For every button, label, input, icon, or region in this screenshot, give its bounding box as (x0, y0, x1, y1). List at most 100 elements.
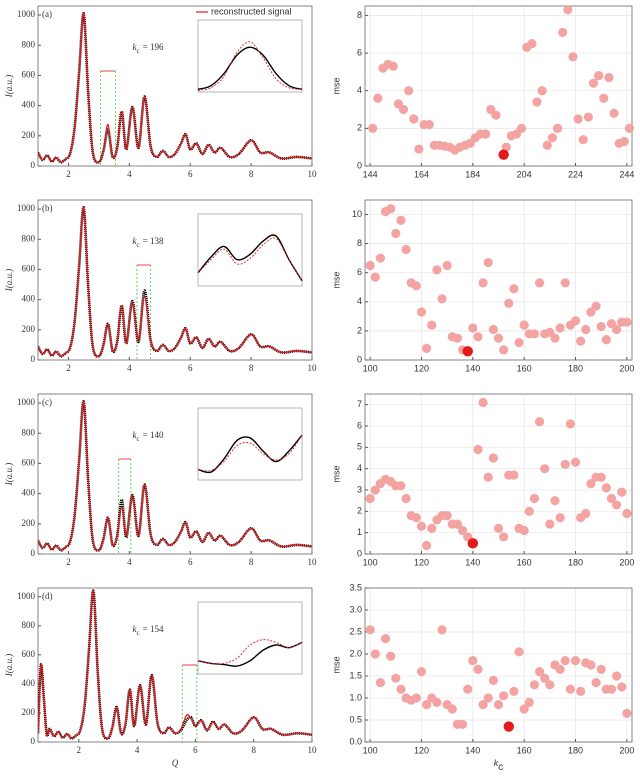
inset-line (197, 41, 303, 91)
point (442, 260, 452, 271)
y-tick-label: 0 (31, 736, 36, 746)
point (622, 508, 632, 519)
point (427, 320, 437, 330)
y-tick-label: 1 (357, 527, 362, 537)
y-axis-label: mse (331, 656, 341, 673)
x-tick-label: 200 (619, 363, 634, 373)
point (517, 123, 527, 133)
text: = 196 (143, 42, 164, 52)
point (388, 61, 398, 71)
reconstructed-line (38, 206, 312, 358)
plot-frame (364, 587, 633, 743)
point (550, 333, 560, 343)
inset-line (197, 46, 303, 91)
point (604, 72, 614, 83)
x-tick-label: 204 (517, 169, 532, 179)
y-tick-label: 1.0 (349, 692, 362, 702)
x-tick-label: 144 (363, 169, 378, 179)
x-tick-label: 4 (127, 557, 132, 567)
spectrum-panel: 0 200 400 600 800 1000 2 4 6 8 10 I(a.u.) (b) (4, 199, 318, 373)
y-axis-label: I(a.u.) (4, 269, 14, 293)
x-tick-label: 10 (308, 363, 318, 373)
x-tick-label: 2 (66, 169, 71, 179)
point (365, 260, 375, 271)
point (578, 135, 588, 145)
point (519, 704, 529, 714)
x-tick-label: 6 (188, 363, 193, 373)
plot-frame (364, 393, 633, 555)
point (396, 481, 406, 491)
x-tick-label: 120 (414, 557, 429, 567)
point (537, 86, 547, 96)
mse-panel: 0 2 4 6 8 144 164 184 204 224 244 mse (331, 5, 634, 179)
point (437, 625, 447, 635)
panel-label: (a) (42, 9, 52, 19)
x-tick-label: 4 (127, 363, 132, 373)
best-point (498, 149, 509, 160)
y-tick-label: 400 (22, 488, 36, 498)
point (529, 680, 540, 690)
point (560, 459, 570, 469)
point (588, 78, 599, 88)
math-label: kc = 154 (133, 624, 164, 637)
x-tick-label: 160 (517, 745, 532, 755)
y-tick-label: 600 (22, 457, 36, 467)
plot-frame (37, 587, 313, 743)
y-axis-label: I(a.u.) (4, 463, 14, 487)
point (570, 316, 581, 326)
point (424, 119, 434, 130)
subscript: c (498, 762, 503, 773)
x-tick-label: 180 (568, 745, 583, 755)
point (555, 513, 565, 523)
y-tick-label: 0 (357, 354, 362, 364)
point (581, 508, 591, 519)
panel-label: (d) (42, 591, 53, 601)
y-tick-label: 200 (22, 518, 36, 528)
mse-panel: 0 2 4 6 8 10 100 120 140 160 180 200 mse (331, 199, 634, 373)
y-tick-label: 4 (357, 463, 362, 473)
symbol: k (133, 430, 138, 440)
plot-frame (37, 199, 313, 361)
point (452, 333, 463, 343)
point (540, 673, 550, 683)
point (550, 496, 560, 506)
point (422, 540, 432, 551)
y-tick-label: 800 (22, 620, 36, 630)
point (617, 487, 627, 497)
point (565, 419, 575, 429)
point (396, 684, 406, 694)
point (555, 664, 565, 675)
point (463, 684, 473, 694)
symbol: k (133, 624, 138, 634)
point (519, 525, 529, 536)
x-tick-label: 140 (465, 557, 480, 567)
x-tick-label: 4 (127, 169, 132, 179)
inset-line (197, 434, 303, 472)
spectrum-panel: 0 200 400 600 800 1000 2 4 6 8 10 I(a.u.) (a) reconst… (4, 5, 317, 179)
point (442, 510, 452, 521)
point (622, 317, 632, 327)
y-tick-label: 8 (357, 10, 362, 20)
y-tick-label: 0 (357, 548, 362, 558)
point (499, 691, 509, 701)
subscript: c (137, 629, 140, 637)
point (586, 660, 596, 670)
point (391, 673, 401, 683)
y-axis-label: I(a.u.) (4, 75, 14, 99)
y-tick-label: 3.0 (349, 604, 362, 614)
subscript: c (137, 47, 140, 55)
x-tick-label: 100 (363, 745, 378, 755)
point (391, 228, 401, 239)
y-axis-label: I(a.u.) (4, 654, 14, 678)
point (368, 123, 378, 133)
point (619, 136, 629, 147)
point (483, 257, 493, 268)
y-tick-label: 2.5 (349, 626, 362, 636)
math-label: kc = 140 (133, 430, 164, 443)
x-tick-label: 2 (66, 557, 71, 567)
y-tick-label: 0 (31, 354, 36, 364)
inset-frame (197, 407, 303, 481)
point (432, 697, 442, 708)
point (483, 472, 493, 482)
y-tick-label: 400 (22, 294, 36, 304)
